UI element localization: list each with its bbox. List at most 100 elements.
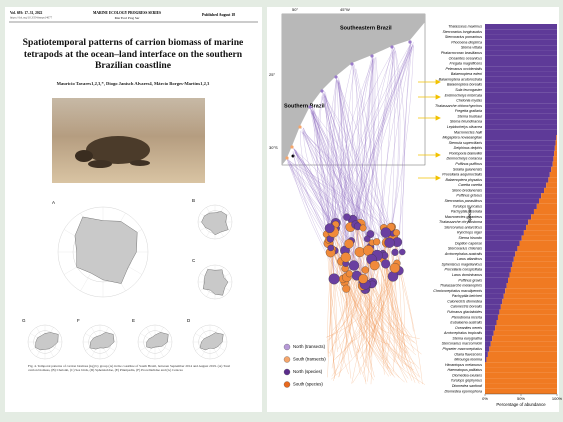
bar-south bbox=[485, 383, 557, 389]
species-label: Oceanites nereis bbox=[455, 326, 482, 330]
legend-label: South (transects) bbox=[293, 357, 326, 362]
bar-south bbox=[539, 198, 557, 204]
bar-north bbox=[485, 66, 557, 72]
bar-north bbox=[485, 156, 554, 162]
bar-north bbox=[485, 224, 527, 231]
network-edge bbox=[334, 250, 352, 379]
network-edge bbox=[368, 59, 387, 243]
network-edge bbox=[286, 162, 366, 271]
panel-label: B bbox=[192, 198, 195, 203]
network-edge bbox=[392, 236, 423, 385]
species-label: Balaenoptera acutorostrata bbox=[439, 77, 482, 81]
bar-north bbox=[485, 182, 547, 188]
bar-south bbox=[496, 320, 557, 326]
bar-south bbox=[510, 267, 557, 273]
bar-north bbox=[485, 214, 532, 220]
network-node bbox=[343, 213, 351, 221]
network-edge bbox=[346, 288, 426, 385]
network-edge bbox=[383, 227, 416, 383]
species-label: Sternula superciliaris bbox=[449, 141, 483, 145]
x-tick-label: 0% bbox=[482, 396, 488, 401]
panel-label: F bbox=[77, 318, 80, 323]
bar-north bbox=[485, 235, 522, 241]
map-coord: 25° bbox=[269, 72, 275, 77]
bar-north bbox=[485, 129, 557, 135]
radar-area bbox=[202, 269, 229, 296]
legend-label: North (transects) bbox=[293, 344, 326, 349]
network-edge bbox=[330, 247, 396, 378]
x-tick-label: 100% bbox=[552, 396, 563, 401]
radar-area bbox=[199, 332, 224, 351]
bar-north bbox=[485, 335, 493, 342]
published: Published August 18 bbox=[202, 13, 235, 17]
network-node bbox=[324, 223, 335, 234]
bar-north bbox=[485, 187, 545, 194]
arrow-head bbox=[435, 152, 441, 158]
bar-north bbox=[485, 161, 553, 167]
network-edge bbox=[325, 96, 363, 287]
bar-south bbox=[519, 240, 557, 246]
bar-north bbox=[485, 87, 557, 93]
network-edge bbox=[336, 78, 392, 228]
bar-north bbox=[485, 55, 557, 61]
bar-north bbox=[485, 24, 557, 30]
species-label: Thalassarche melanophris bbox=[440, 284, 482, 288]
map-label: Southern Brazil bbox=[284, 103, 325, 109]
species-label: Tursiops truncatus bbox=[453, 204, 482, 208]
species-label: Oceanites oceanicus bbox=[449, 56, 483, 60]
network-node bbox=[393, 229, 400, 237]
species-label: Macronectes giganteus bbox=[445, 215, 482, 219]
bar-south bbox=[548, 177, 557, 183]
species-label: Puffinus gravis bbox=[458, 278, 482, 282]
network-edge bbox=[346, 277, 405, 383]
network-edge bbox=[361, 57, 373, 283]
bar-north bbox=[485, 145, 555, 151]
turtle-shell bbox=[86, 136, 150, 164]
bar-south bbox=[541, 193, 557, 199]
species-label: Eretmochelys imbricata bbox=[445, 93, 482, 97]
species-label: Fregetta grallaria bbox=[455, 109, 482, 113]
bar-north bbox=[485, 298, 503, 305]
radar-area bbox=[74, 216, 138, 284]
bar-north bbox=[485, 140, 556, 146]
bar-south bbox=[517, 246, 557, 252]
bar-south bbox=[556, 135, 557, 141]
species-label: Stercorarius parasiticus bbox=[444, 199, 482, 203]
radar-area bbox=[35, 332, 59, 351]
network-edge bbox=[391, 52, 399, 228]
network-node bbox=[327, 244, 335, 252]
turtle-flipper bbox=[130, 160, 150, 166]
species-label: Megaptera novaeangliae bbox=[442, 136, 482, 140]
network-edge bbox=[389, 242, 398, 363]
network-edge bbox=[355, 68, 386, 233]
network-edge bbox=[335, 46, 412, 225]
species-label: Physeter macrocephalus bbox=[442, 347, 482, 351]
network-node bbox=[358, 274, 368, 284]
bar-north bbox=[485, 177, 549, 183]
species-label: Sotalia guianensis bbox=[453, 167, 482, 171]
bar-north bbox=[485, 45, 557, 51]
network-node bbox=[361, 266, 369, 274]
species-label: Sterna vittata bbox=[461, 46, 482, 50]
bar-north bbox=[485, 277, 509, 283]
bar-north bbox=[485, 119, 557, 125]
arrow-head bbox=[435, 115, 441, 121]
network-edge bbox=[330, 247, 335, 379]
bar-north bbox=[485, 351, 488, 357]
network-edge bbox=[323, 94, 348, 218]
network-edge bbox=[326, 80, 337, 235]
bar-north bbox=[485, 108, 557, 114]
network-edge bbox=[316, 95, 329, 241]
bar-north bbox=[485, 251, 516, 257]
bar-north bbox=[485, 304, 501, 310]
network-edge bbox=[376, 44, 411, 256]
bar-south bbox=[526, 224, 557, 231]
panel-label: G bbox=[22, 318, 26, 323]
bar-north bbox=[485, 150, 555, 157]
network-edge bbox=[333, 224, 356, 382]
network-edge bbox=[353, 66, 367, 229]
network-edge bbox=[351, 64, 363, 227]
bar-south bbox=[512, 261, 557, 268]
